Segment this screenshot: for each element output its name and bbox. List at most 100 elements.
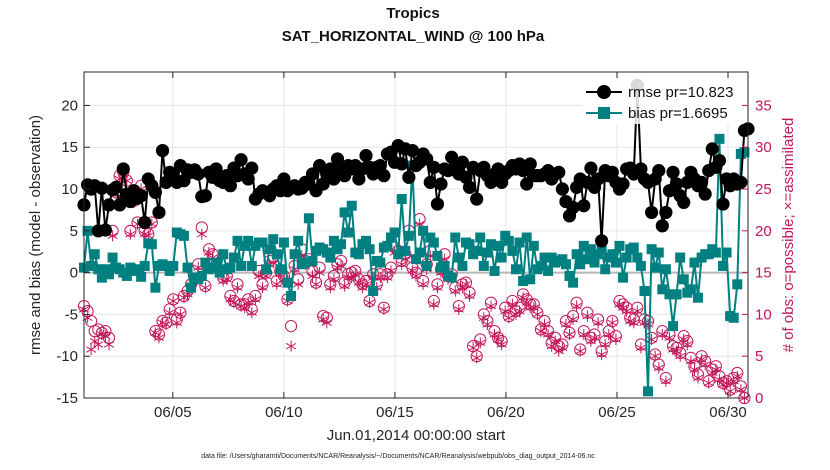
bias-point xyxy=(328,235,339,246)
bias-point xyxy=(289,249,300,260)
plot-frame xyxy=(83,71,749,399)
obs-assimilated-point xyxy=(610,333,622,346)
rmse-point xyxy=(552,165,566,179)
obs-assimilated-point xyxy=(428,298,439,310)
bias-point xyxy=(257,237,268,248)
rmse-point xyxy=(455,155,470,169)
bias-point xyxy=(146,239,157,250)
legend: rmse pr=10.823 bias pr=1.6695 xyxy=(582,78,742,124)
bias-point xyxy=(614,240,625,251)
obs-assimilated-point xyxy=(228,297,240,309)
bias-point xyxy=(653,247,664,258)
bias-point xyxy=(639,286,650,297)
bias-point xyxy=(86,260,97,271)
left-tick-label: -15 xyxy=(56,390,78,407)
obs-assimilated-point xyxy=(507,298,518,310)
obs-assimilated-point xyxy=(560,318,572,330)
bias-point xyxy=(207,262,218,273)
obs-assimilated-point xyxy=(250,293,261,305)
bias-point xyxy=(168,260,179,271)
bias-point xyxy=(225,262,236,273)
obs-assimilated-point xyxy=(86,343,97,356)
bias-point xyxy=(721,247,732,258)
obs-assimilated-point xyxy=(650,350,661,362)
obs-assimilated-point xyxy=(571,300,582,312)
obs-assimilated-point xyxy=(232,282,243,294)
bias-point xyxy=(714,133,725,144)
obs-assimilated-point xyxy=(168,295,179,307)
bias-point xyxy=(578,240,589,251)
bias-point xyxy=(368,286,379,297)
bias-point xyxy=(732,279,743,290)
rmse-point xyxy=(102,198,116,212)
rmse-point xyxy=(316,177,330,191)
bias-point xyxy=(150,282,161,293)
bias-point xyxy=(635,260,646,271)
rmse-point xyxy=(241,172,255,186)
bias-point xyxy=(336,239,347,250)
rmse-point xyxy=(577,199,591,213)
bias-point xyxy=(521,232,532,243)
bias-point xyxy=(139,260,150,271)
bias-point xyxy=(685,284,696,295)
bias-point xyxy=(414,247,425,258)
bias-point xyxy=(493,240,504,251)
bias-point xyxy=(268,234,279,245)
rmse-point xyxy=(352,172,366,186)
bias-point xyxy=(664,289,675,300)
rmse-point xyxy=(148,185,162,199)
x-tick-label: 06/25 xyxy=(598,404,636,421)
bias-point xyxy=(400,245,411,256)
rmse-point xyxy=(712,154,727,168)
bias-point xyxy=(375,257,386,268)
obs-assimilated-point xyxy=(660,375,671,387)
rmse-point xyxy=(373,159,387,173)
bias-point xyxy=(478,260,489,271)
chart-subtitle: SAT_HORIZONTAL_WIND @ 100 hPa xyxy=(282,28,545,45)
rmse-point xyxy=(402,170,416,184)
bias-point xyxy=(564,270,575,281)
bias-point xyxy=(471,245,482,256)
obs-assimilated-point xyxy=(732,370,743,382)
rmse-point xyxy=(323,162,337,176)
obs-assimilated-point xyxy=(335,260,347,272)
bias-point xyxy=(464,239,475,250)
x-tick-label: 06/20 xyxy=(487,404,525,421)
bias-point xyxy=(678,274,689,285)
obs-assimilated-point xyxy=(503,312,514,324)
bias-point xyxy=(728,312,739,323)
bias-point xyxy=(507,245,518,256)
obs-assimilated-point xyxy=(657,328,668,341)
left-tick-label: 5 xyxy=(70,223,78,240)
bias-point xyxy=(196,270,207,281)
bias-point xyxy=(339,207,350,218)
obs-assimilated-point xyxy=(432,282,443,294)
data-file-footnote: data file: /Users/gharamti/Documents/NCA… xyxy=(201,453,595,460)
bias-point xyxy=(214,267,225,278)
bias-point xyxy=(582,254,593,265)
bias-point xyxy=(343,227,354,238)
bias-point xyxy=(514,237,525,248)
rmse-point xyxy=(155,143,170,158)
rmse-point xyxy=(327,172,341,186)
obs-assimilated-point xyxy=(418,278,429,290)
bias-point xyxy=(264,244,275,255)
bias-point xyxy=(428,237,439,248)
bias-point xyxy=(411,254,421,265)
rmse-point xyxy=(223,179,237,193)
bias-point xyxy=(432,250,443,261)
obs-assimilated-point xyxy=(496,338,507,351)
obs-assimilated-point xyxy=(364,297,375,309)
right-tick-label: 5 xyxy=(755,348,763,365)
obs-assimilated-point xyxy=(735,384,746,396)
rmse-point xyxy=(459,170,473,184)
obs-assimilated-point xyxy=(725,385,736,397)
bias-point xyxy=(228,252,239,263)
rmse-point xyxy=(95,181,109,195)
left-tick-label: -5 xyxy=(65,306,78,323)
obs-assimilated-point xyxy=(307,270,318,282)
obs-assimilated-point xyxy=(596,348,607,361)
bias-point xyxy=(182,262,193,273)
bias-point xyxy=(243,235,254,246)
